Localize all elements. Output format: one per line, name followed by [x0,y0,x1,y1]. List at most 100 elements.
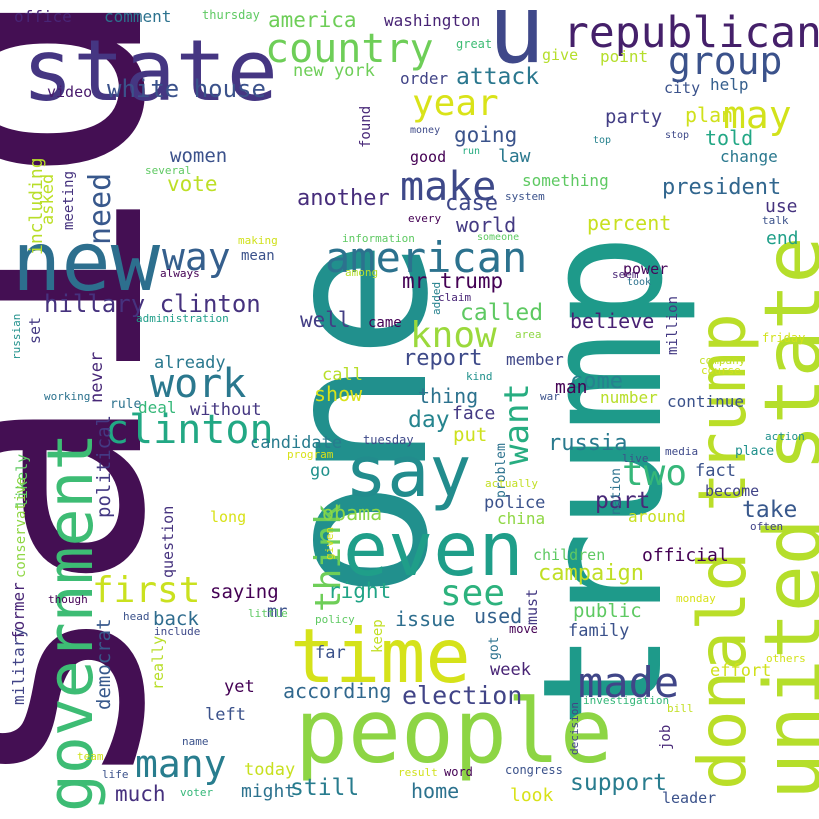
word-something: something [522,171,609,190]
word-others: others [766,652,806,665]
word-several: several [145,164,191,177]
word-election: election [402,681,522,710]
word-among: among [345,266,378,279]
word-today: today [244,760,295,780]
word-government: government [34,433,107,812]
word-thursday: thursday [202,8,260,22]
word-used: used [474,604,522,628]
word-far: far [315,643,346,663]
word-obama: obama [322,501,382,525]
word-video: video [47,83,92,101]
word-set: set [26,317,44,344]
word-know: know [410,315,497,356]
word-team: team [77,750,104,763]
word-back: back [153,608,199,630]
word-clinton: clinton [105,407,274,453]
word-left: left [205,705,246,725]
word-called: called [460,300,543,326]
word-think: think [308,503,349,612]
word-made: made [578,658,679,707]
word-u: u [488,0,545,85]
word-man: man [555,377,588,398]
word-case: case [445,191,498,216]
word-call: call [322,365,363,385]
word-came: came [368,315,402,331]
word-office: office [14,7,72,26]
word-information: information [342,232,415,245]
word-official: official [642,545,729,566]
word-investigation: investigation [583,694,669,707]
word-fact: fact [695,461,736,481]
word-course: course [701,364,741,377]
word-week: week [490,660,531,680]
word-day: day [408,407,450,433]
word-often: often [750,520,783,533]
word-well: well [300,308,351,332]
word-stop: stop [665,130,689,141]
word-campaign: campaign [538,561,644,586]
word-system: system [505,190,545,203]
word-work: work [150,361,246,407]
word-white-house: white house [107,75,266,103]
word-head: head [123,610,150,623]
word-life: life [102,768,129,781]
word-good: good [410,148,446,166]
word-place: place [735,444,774,459]
word-year: year [412,83,499,124]
word-money: money [410,125,440,136]
word-never: never [87,352,107,403]
word-time: time [290,612,471,700]
word-thing: thing [418,384,478,408]
word-deal: deal [138,398,177,417]
word-tuesday: tuesday [363,433,414,447]
word-political: political [93,415,115,518]
word-much: much [115,782,166,806]
word-might: might [241,781,295,802]
word-kind: kind [466,370,493,383]
word-put: put [453,424,487,446]
word-comment: comment [104,7,171,26]
word-end: end [766,228,799,249]
word-decision: decision [568,702,581,755]
word-saying: saying [210,581,279,603]
word-vote: vote [167,172,218,196]
word-part: part [595,488,650,514]
word-mean: mean [241,248,275,264]
word-must: must [523,589,541,625]
word-run: run [462,146,480,157]
word-change: change [720,147,778,166]
word-told: told [705,126,753,150]
word-believe: believe [570,309,654,333]
word-voter: voter [180,786,213,799]
word-issue: issue [395,607,455,631]
word-may: may [723,93,792,137]
word-trump: trump [507,233,699,730]
word-mr-trump: mr trump [402,269,503,293]
word-go: go [310,461,330,481]
word-way: way [162,235,231,279]
word-going: going [454,123,517,147]
word-took: took [627,277,651,288]
word-even: even [343,505,524,593]
word-percent: percent [587,211,671,235]
word-plan: plan [685,103,733,127]
word-number: number [600,388,658,407]
word-claim: claim [438,291,471,304]
word-see: see [440,573,505,614]
word-added: added [430,282,443,315]
word-actually: actually [485,477,538,490]
word-report: report [403,346,482,371]
word-million: million [665,296,681,355]
word-world: world [456,213,516,237]
word-job: job [658,725,674,750]
word-program: program [287,448,334,461]
word-leader: leader [662,789,716,807]
word-effort: effort [710,661,771,681]
word-family: family [568,621,629,641]
word-new-york: new york [293,61,375,81]
word-making: making [238,234,278,247]
word-attack: attack [456,64,539,90]
word-candidate: candidate [250,433,342,453]
word-area: area [515,328,542,341]
word-military: military [9,628,28,705]
